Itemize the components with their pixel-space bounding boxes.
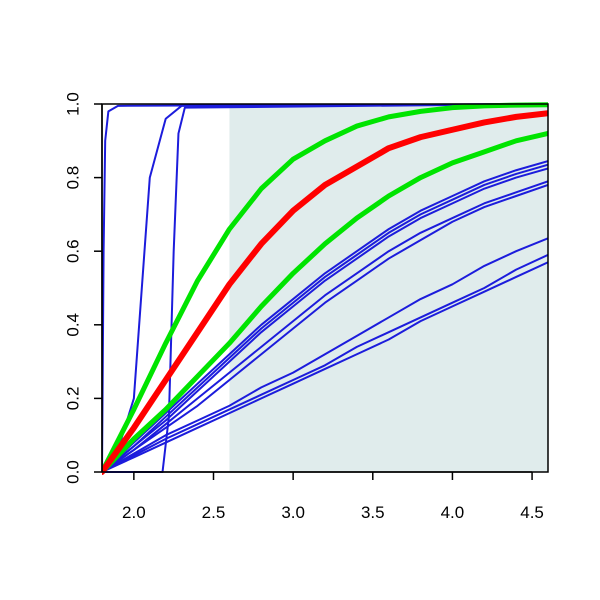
series-line-red-0	[102, 110, 548, 475]
y-tick-label: 1.0	[63, 92, 82, 116]
series-line-blue-8	[102, 167, 548, 473]
series-line-blue-6	[102, 160, 548, 473]
series-line-blue-7	[102, 163, 548, 473]
series-layer	[102, 102, 548, 475]
y-axis-ticks: 0.0 0.2 0.4 0.6 0.8 1.0	[63, 92, 102, 484]
series-line-blue-12	[102, 253, 548, 473]
series-line-green-1	[102, 102, 548, 475]
y-tick-label: 0.6	[63, 239, 82, 263]
series-line-blue-10	[102, 183, 548, 473]
series-line-blue-13	[102, 261, 548, 473]
y-tick-label: 0.0	[63, 460, 82, 484]
x-axis-ticks: 2.0 2.5 3.0 3.5 4.0 4.5	[122, 472, 544, 522]
series-line-green-2	[102, 130, 548, 475]
y-tick-label: 0.2	[63, 387, 82, 411]
x-tick-label: 4.0	[441, 503, 465, 522]
series-line-blue-9	[102, 180, 548, 473]
x-tick-label: 4.5	[520, 503, 544, 522]
x-tick-label: 2.5	[202, 503, 226, 522]
x-tick-label: 2.0	[122, 503, 146, 522]
y-tick-label: 0.4	[63, 313, 82, 337]
y-tick-label: 0.8	[63, 166, 82, 190]
series-line-blue-11	[102, 237, 548, 473]
shaded-region	[229, 104, 548, 472]
x-tick-label: 3.0	[281, 503, 305, 522]
x-tick-label: 3.5	[361, 503, 385, 522]
